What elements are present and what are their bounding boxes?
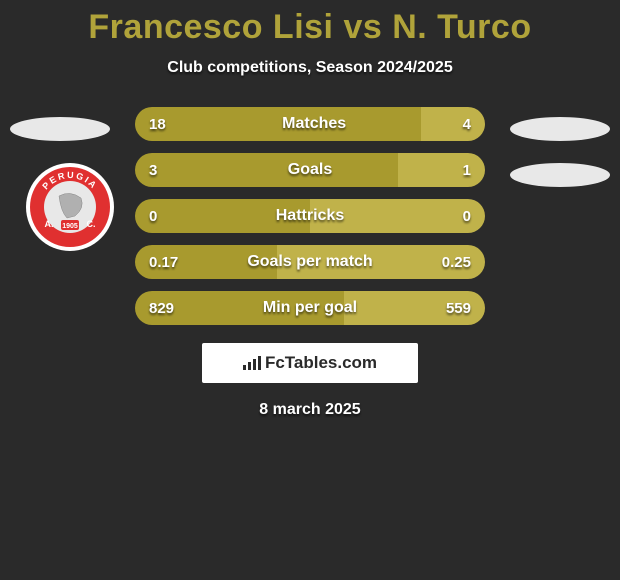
stat-value-right: 559	[446, 300, 471, 317]
svg-text:C.: C.	[87, 219, 96, 229]
stat-row: 829 Min per goal 559	[135, 291, 485, 325]
stat-value-left: 0	[149, 208, 157, 225]
stat-value-right: 1	[463, 162, 471, 179]
watermark-badge: FcTables.com	[202, 343, 418, 383]
watermark-text: FcTables.com	[265, 353, 377, 373]
stat-value-left: 18	[149, 116, 166, 133]
bar-chart-icon	[243, 356, 261, 370]
player-right-placeholder-ellipse-2	[510, 163, 610, 187]
svg-text:A.: A.	[45, 219, 54, 229]
stat-label: Min per goal	[174, 299, 446, 317]
stat-label: Matches	[166, 115, 463, 133]
date-text: 8 march 2025	[0, 401, 620, 419]
stat-label: Goals	[157, 161, 462, 179]
stat-value-left: 3	[149, 162, 157, 179]
stat-row: 18 Matches 4	[135, 107, 485, 141]
player-right-placeholder-ellipse-1	[510, 117, 610, 141]
stat-value-right: 0	[463, 208, 471, 225]
player-left-placeholder-ellipse	[10, 117, 110, 141]
stat-row: 0.17 Goals per match 0.25	[135, 245, 485, 279]
stat-value-left: 829	[149, 300, 174, 317]
badge-year-text: 1905	[62, 223, 78, 230]
stats-rows: 18 Matches 4 3 Goals 1 0 Hattricks 0 0.1…	[135, 107, 485, 325]
comparison-subtitle: Club competitions, Season 2024/2025	[0, 59, 620, 77]
stat-value-right: 4	[463, 116, 471, 133]
comparison-title: Francesco Lisi vs N. Turco	[0, 0, 620, 47]
content-area: PERUGIA 1905 A. C. 18 Matches 4 3 Goals …	[0, 107, 620, 419]
club-badge-left: PERUGIA 1905 A. C.	[25, 162, 115, 252]
stat-row: 0 Hattricks 0	[135, 199, 485, 233]
stat-value-right: 0.25	[442, 254, 471, 271]
stat-label: Goals per match	[178, 253, 442, 271]
stat-value-left: 0.17	[149, 254, 178, 271]
perugia-badge-icon: PERUGIA 1905 A. C.	[25, 162, 115, 252]
stat-row: 3 Goals 1	[135, 153, 485, 187]
stat-label: Hattricks	[157, 207, 462, 225]
